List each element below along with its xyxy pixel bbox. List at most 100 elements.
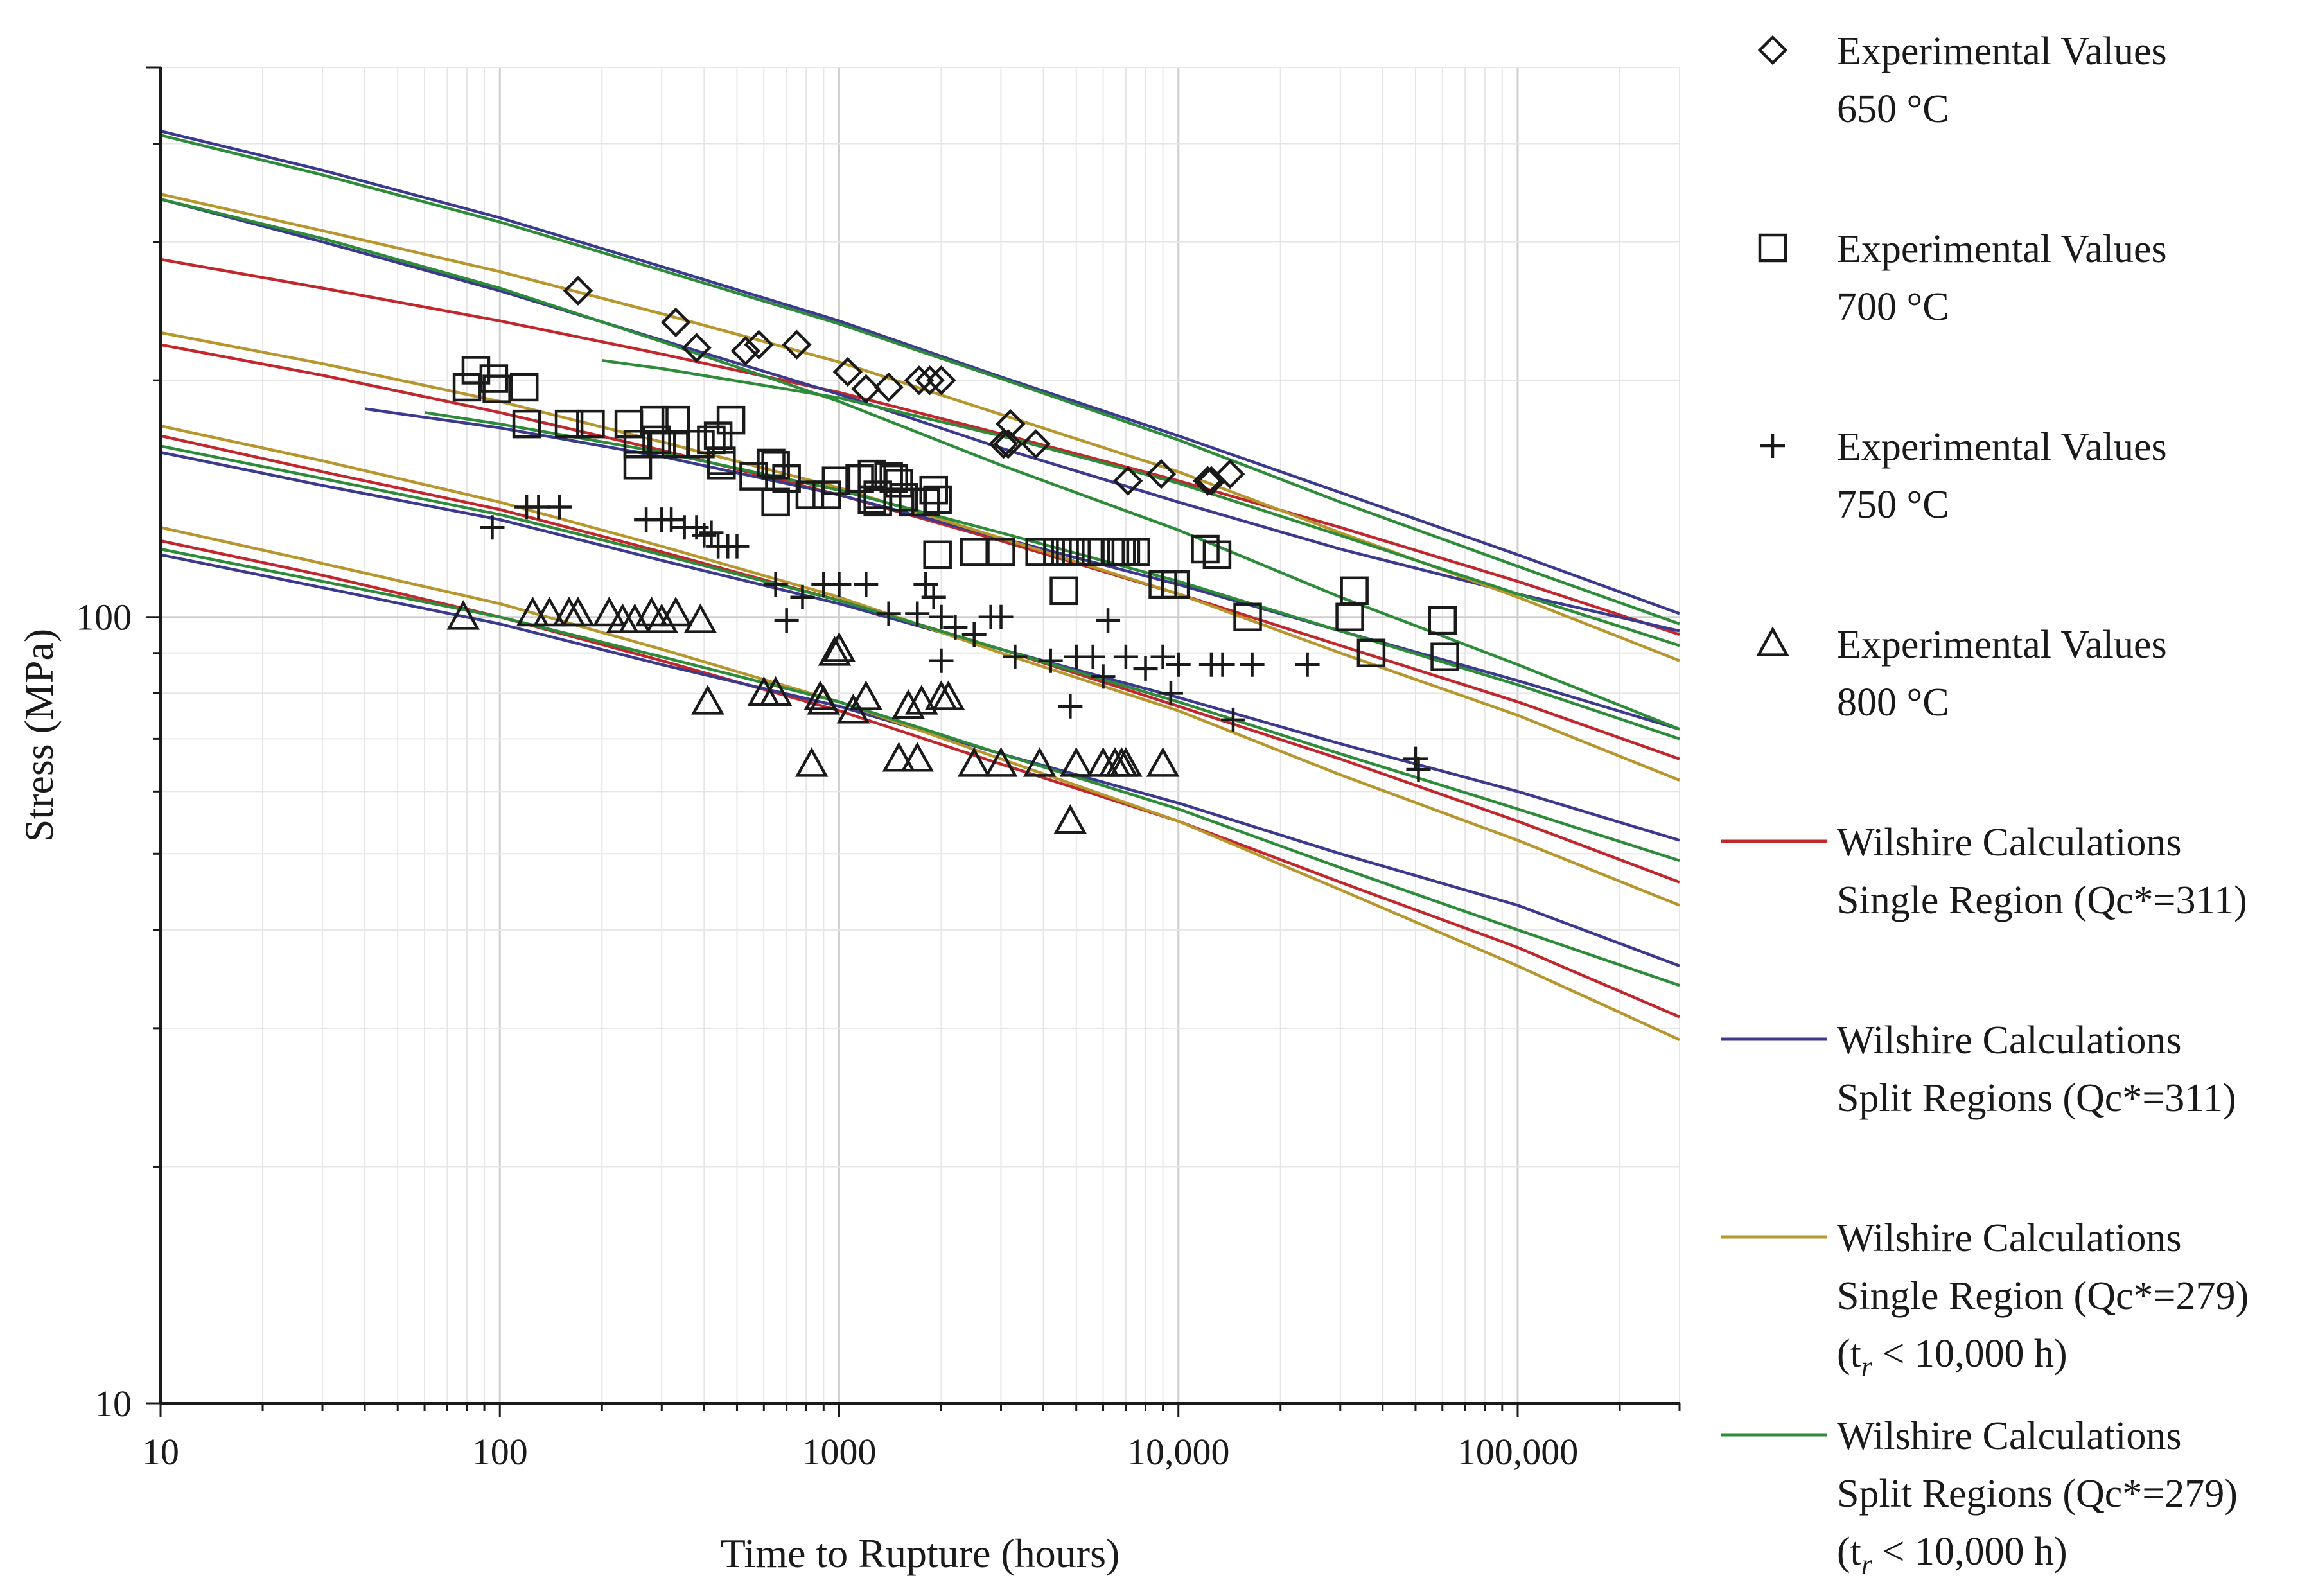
x-tick-label: 100,000: [1457, 1431, 1579, 1473]
data-point-diamond: [681, 333, 712, 363]
data-point-square: [1121, 538, 1150, 566]
data-point-diamond: [1146, 459, 1177, 489]
data-point-plus: [1295, 652, 1320, 677]
legend-entry-w279split: Wilshire Calculations Split Regions (Qc*=…: [1721, 1414, 2238, 1580]
legend-label-line2: 650 °C: [1837, 87, 1949, 131]
data-point-plus: [827, 572, 852, 597]
series-line: [364, 407, 1680, 731]
legend-label-line2: Split Regions (Qc*=311): [1837, 1076, 2236, 1120]
wilshire-curves: [160, 129, 1680, 1041]
data-point-plus: [1080, 644, 1105, 669]
data-point-square: [1049, 576, 1078, 606]
data-point-diamond: [832, 356, 863, 387]
data-point-plus: [1220, 707, 1245, 732]
legend-marker-square: [1758, 233, 1787, 263]
legend: Experimental Values 650 °C Experimental Va…: [1721, 30, 2249, 1580]
data-point-square: [512, 409, 541, 439]
data-point-square: [1161, 570, 1190, 599]
legend-label-line1: Wilshire Calculations: [1837, 1216, 2181, 1260]
legend-entry-w279single: Wilshire Calculations Single Region (Qc*=…: [1721, 1216, 2249, 1382]
data-point-triangle: [984, 747, 1018, 777]
data-point-plus: [921, 584, 946, 609]
legend-label-line1: Wilshire Calculations: [1837, 1414, 2181, 1458]
data-point-triangle: [691, 685, 724, 715]
data-point-square: [661, 405, 690, 435]
tick-labels: 10 100 1000 10,000 100,000 10 100: [76, 597, 1578, 1473]
data-point-square: [461, 356, 491, 385]
data-point-plus: [724, 534, 750, 559]
data-point-plus: [1158, 681, 1183, 706]
data-point-triangle: [659, 596, 692, 627]
data-point-square: [772, 464, 801, 493]
legend-label-line1: Experimental Values: [1837, 425, 2167, 469]
legend-label-line1: Wilshire Calculations: [1837, 821, 2181, 864]
data-point-square: [1340, 576, 1369, 606]
grid: [161, 67, 1680, 1403]
data-point-square: [479, 364, 509, 393]
legend-label-line3: (tr < 10,000 h): [1837, 1530, 2067, 1580]
data-point-triangle: [1053, 803, 1087, 834]
data-point-square: [576, 409, 605, 439]
data-point-diamond: [1215, 459, 1245, 489]
data-point-square: [640, 405, 669, 435]
data-point-plus: [480, 515, 505, 540]
data-point-plus: [929, 604, 954, 629]
data-point-plus: [699, 520, 724, 545]
legend-entry-w311single: Wilshire Calculations Single Region (Qc*=…: [1721, 821, 2247, 922]
legend-entry-exp750: Experimental Values 750 °C: [1760, 425, 2167, 527]
data-point-triangle: [818, 636, 852, 666]
data-point-square: [857, 485, 886, 514]
data-point-triangle: [905, 685, 938, 715]
legend-label-line1: Experimental Values: [1837, 30, 2167, 73]
data-point-plus: [943, 615, 968, 640]
data-point-triangle: [446, 600, 480, 630]
legend-label-line1: Wilshire Calculations: [1837, 1019, 2181, 1062]
data-point-square: [1428, 606, 1457, 635]
data-point-triangle: [807, 685, 841, 715]
data-point-square: [1233, 602, 1262, 631]
data-point-square: [1430, 642, 1459, 671]
data-point-square: [623, 430, 653, 459]
legend-label-line2: 700 °C: [1837, 285, 1949, 329]
data-point-plus: [1210, 652, 1235, 677]
data-point-triangle: [532, 596, 566, 627]
data-point-square: [757, 448, 786, 478]
data-point-triangle: [683, 603, 717, 633]
experimental-markers: [446, 276, 1459, 834]
data-point-plus: [961, 622, 987, 647]
data-point-diamond: [744, 329, 774, 360]
legend-marker-diamond: [1757, 35, 1788, 66]
data-point-triangle: [882, 742, 916, 772]
data-point-diamond: [782, 329, 812, 360]
data-point-plus: [659, 507, 684, 532]
y-axis-label: Stress (MPa): [16, 629, 62, 842]
data-point-triangle: [592, 596, 626, 627]
series-line: [160, 539, 1680, 1019]
data-point-square: [509, 373, 539, 402]
data-point-triangle: [1023, 747, 1057, 777]
legend-marker-plus: [1760, 434, 1785, 458]
data-point-triangle: [561, 596, 595, 627]
series-line: [160, 197, 1680, 633]
x-tick-label: 10: [142, 1431, 179, 1473]
data-point-square: [707, 451, 736, 480]
data-point-square: [1025, 538, 1054, 566]
data-point-diamond: [730, 336, 761, 366]
data-point-plus: [854, 572, 879, 597]
data-point-diamond: [851, 374, 881, 404]
data-point-triangle: [1146, 747, 1180, 777]
data-point-plus: [1091, 664, 1116, 689]
data-point-square: [1356, 638, 1386, 667]
data-point-triangle: [957, 747, 991, 777]
data-point-square: [554, 409, 584, 439]
data-point-square: [960, 538, 988, 566]
data-point-triangle: [1059, 747, 1093, 777]
data-point-diamond: [873, 372, 904, 403]
data-point-square: [716, 405, 746, 435]
data-point-plus: [1166, 652, 1191, 677]
series-line: [160, 444, 1680, 863]
y-tick-label: 100: [76, 597, 132, 638]
data-point-plus: [1096, 608, 1121, 633]
data-point-triangle: [794, 747, 829, 777]
legend-entry-exp800: Experimental Values 800 °C: [1756, 623, 2167, 724]
